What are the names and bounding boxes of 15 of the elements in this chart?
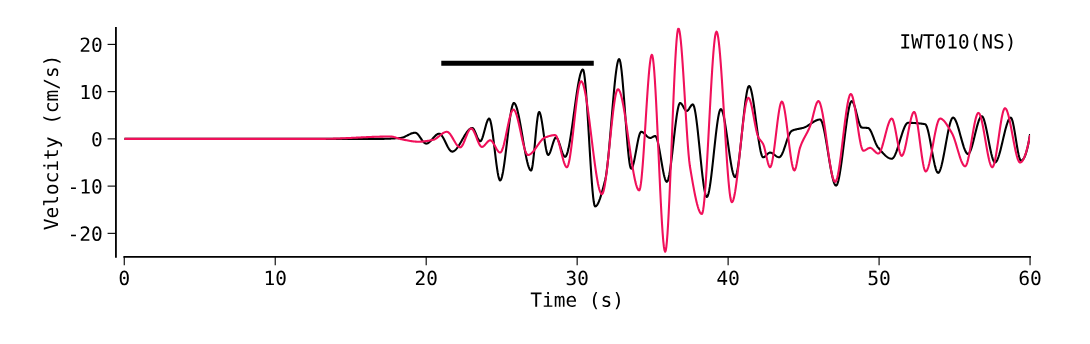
x-tick-label: 0 <box>119 270 129 286</box>
x-axis-title: Time (s) <box>530 291 620 310</box>
y-tick-label: 0 <box>92 131 102 147</box>
x-tick-label: 30 <box>566 270 588 286</box>
x-tick-label: 20 <box>415 270 437 286</box>
x-tick-label: 10 <box>265 270 286 286</box>
x-tick-label: 60 <box>1019 270 1041 286</box>
y-tick-label: -10 <box>71 179 102 194</box>
annotation: IWT010(NS) <box>901 33 1013 52</box>
y-tick-label: -20 <box>71 226 102 242</box>
y-tick-label: 10 <box>81 84 102 100</box>
x-tick-label: 50 <box>868 270 890 286</box>
y-axis-title: Velocity (cm/s) <box>43 58 63 230</box>
y-tick-label: 20 <box>80 37 102 53</box>
x-tick-label: 40 <box>717 270 739 286</box>
